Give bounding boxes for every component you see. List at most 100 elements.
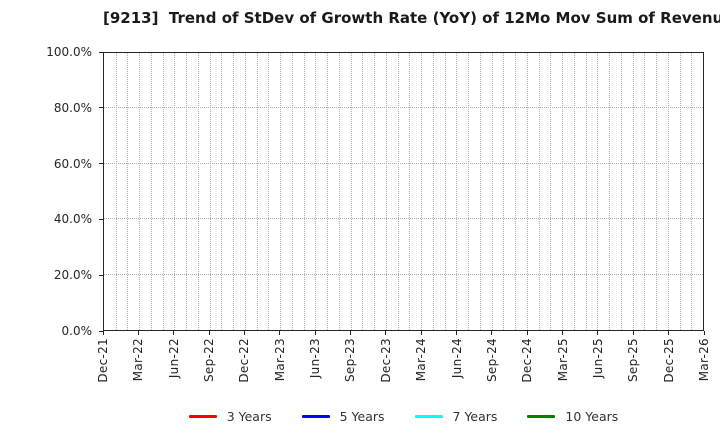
vertical-gridline bbox=[526, 53, 528, 330]
legend: 3 Years 5 Years 7 Years 10 Years bbox=[103, 404, 704, 428]
x-tick-label: Mar-25 bbox=[555, 338, 570, 382]
y-tick-label: 0.0% bbox=[61, 324, 93, 338]
x-tick-mark bbox=[703, 331, 705, 335]
vertical-gridline bbox=[409, 53, 411, 330]
x-tick-label: Sep-25 bbox=[626, 338, 641, 383]
x-tick-mark bbox=[173, 331, 175, 335]
x-tick-mark bbox=[137, 331, 139, 335]
x-tick-label: Sep-22 bbox=[202, 338, 217, 383]
x-tick-label: Jun-22 bbox=[166, 338, 181, 379]
y-tick-mark bbox=[99, 218, 103, 220]
vertical-gridline bbox=[139, 53, 141, 330]
vertical-gridline bbox=[632, 53, 634, 330]
vertical-gridline bbox=[503, 53, 505, 330]
x-tick-label: Dec-22 bbox=[237, 338, 252, 383]
x-tick-label: Jun-25 bbox=[590, 338, 605, 379]
vertical-gridline bbox=[456, 53, 458, 330]
horizontal-gridline bbox=[104, 218, 703, 220]
legend-line-icon bbox=[527, 414, 556, 418]
legend-label: 10 Years bbox=[565, 408, 619, 424]
legend-label: 3 Years bbox=[226, 408, 272, 424]
legend-line-icon bbox=[301, 414, 330, 418]
vertical-gridline bbox=[691, 53, 693, 330]
x-tick-mark bbox=[456, 331, 458, 335]
vertical-gridline bbox=[421, 53, 423, 330]
x-tick-mark bbox=[420, 331, 422, 335]
plot-area bbox=[103, 52, 704, 331]
x-tick-mark bbox=[632, 331, 634, 335]
legend-item-5-years: 5 Years bbox=[301, 408, 385, 424]
vertical-gridline bbox=[221, 53, 223, 330]
vertical-gridline bbox=[209, 53, 211, 330]
vertical-gridline bbox=[327, 53, 329, 330]
legend-label: 7 Years bbox=[452, 408, 498, 424]
x-tick-mark bbox=[279, 331, 281, 335]
vertical-gridline bbox=[350, 53, 352, 330]
x-tick-label: Dec-23 bbox=[378, 338, 393, 383]
vertical-gridline bbox=[162, 53, 164, 330]
vertical-gridline bbox=[656, 53, 658, 330]
vertical-gridline bbox=[268, 53, 270, 330]
horizontal-gridline bbox=[104, 107, 703, 109]
x-tick-label: Sep-23 bbox=[343, 338, 358, 383]
vertical-gridline bbox=[244, 53, 246, 330]
vertical-gridline bbox=[385, 53, 387, 330]
x-tick-mark bbox=[102, 331, 104, 335]
y-tick-label: 100.0% bbox=[46, 45, 92, 59]
legend-label: 5 Years bbox=[339, 408, 385, 424]
x-tick-mark bbox=[526, 331, 528, 335]
legend-item-10-years: 10 Years bbox=[527, 409, 618, 424]
vertical-gridline bbox=[550, 53, 552, 330]
x-tick-label: Jun-23 bbox=[308, 338, 323, 379]
vertical-gridline bbox=[150, 53, 152, 330]
vertical-gridline bbox=[597, 53, 599, 330]
y-tick-label: 20.0% bbox=[53, 268, 92, 283]
vertical-gridline bbox=[315, 53, 317, 330]
vertical-gridline bbox=[644, 53, 646, 330]
vertical-gridline bbox=[468, 53, 470, 330]
vertical-gridline bbox=[609, 53, 611, 330]
vertical-gridline bbox=[491, 53, 493, 330]
y-tick-label: 60.0% bbox=[53, 156, 92, 171]
vertical-gridline bbox=[256, 53, 258, 330]
vertical-gridline bbox=[291, 53, 293, 330]
y-tick-mark bbox=[99, 330, 103, 332]
x-tick-mark bbox=[491, 331, 493, 335]
x-tick-mark bbox=[597, 331, 599, 335]
y-tick-mark bbox=[99, 163, 103, 165]
vertical-gridline bbox=[538, 53, 540, 330]
vertical-gridline bbox=[620, 53, 622, 330]
x-tick-mark bbox=[243, 331, 245, 335]
legend-line-icon bbox=[414, 414, 443, 418]
x-tick-mark bbox=[562, 331, 564, 335]
vertical-gridline bbox=[515, 53, 517, 330]
vertical-gridline bbox=[197, 53, 199, 330]
x-tick-label: Sep-24 bbox=[484, 338, 499, 383]
vertical-gridline bbox=[432, 53, 434, 330]
x-tick-label: Dec-21 bbox=[96, 338, 110, 383]
vertical-gridline bbox=[280, 53, 282, 330]
vertical-gridline bbox=[362, 53, 364, 330]
legend-item-7-years: 7 Years bbox=[414, 408, 498, 424]
horizontal-gridline bbox=[104, 273, 703, 275]
vertical-gridline bbox=[667, 53, 669, 330]
legend-item-3-years: 3 Years bbox=[188, 408, 272, 424]
x-tick-label: Dec-24 bbox=[520, 338, 535, 383]
vertical-gridline bbox=[679, 53, 681, 330]
vertical-gridline bbox=[115, 53, 117, 330]
vertical-gridline bbox=[562, 53, 564, 330]
vertical-gridline bbox=[397, 53, 399, 330]
x-tick-mark bbox=[208, 331, 210, 335]
legend-line-icon bbox=[188, 414, 217, 418]
x-tick-label: Mar-22 bbox=[131, 338, 146, 382]
vertical-gridline bbox=[573, 53, 575, 330]
x-tick-label: Jun-24 bbox=[449, 338, 464, 379]
x-tick-label: Mar-24 bbox=[414, 338, 429, 382]
horizontal-gridline bbox=[104, 162, 703, 164]
x-tick-mark bbox=[385, 331, 387, 335]
x-tick-mark bbox=[349, 331, 351, 335]
vertical-gridline bbox=[186, 53, 188, 330]
chart-title: [9213] Trend of StDev of Growth Rate (Yo… bbox=[103, 9, 720, 27]
x-tick-label: Mar-23 bbox=[272, 338, 287, 382]
